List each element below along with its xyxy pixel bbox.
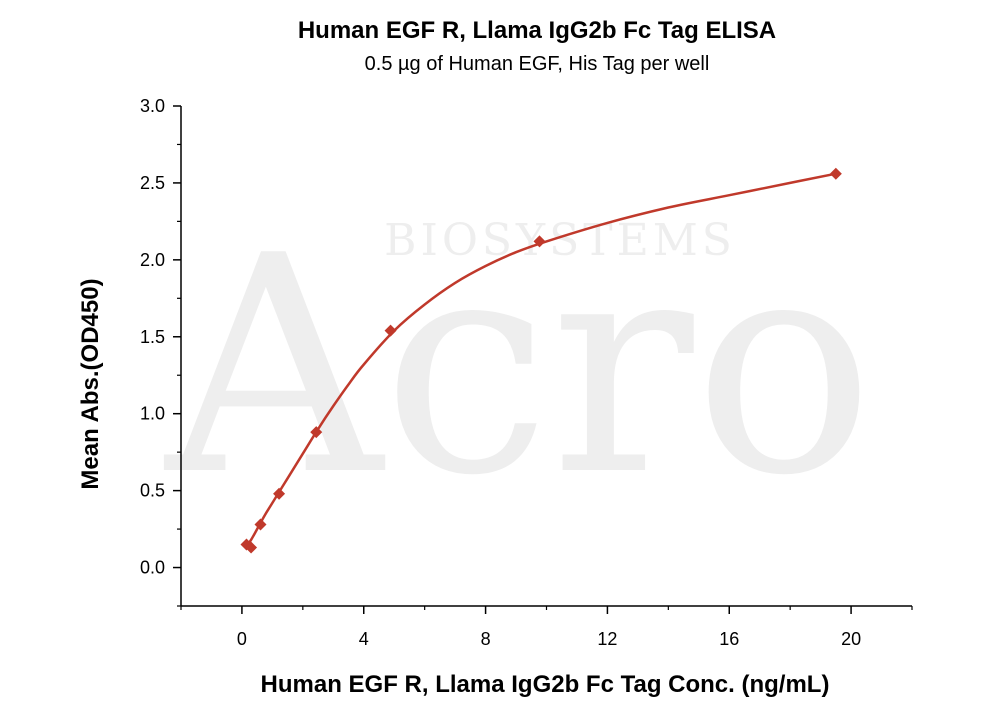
data-point-marker [245, 541, 258, 554]
data-point-marker [273, 487, 286, 500]
data-points [240, 167, 842, 554]
data-point-marker [533, 235, 546, 248]
data-point-marker [310, 426, 323, 439]
data-point-marker [829, 167, 842, 180]
y-tick-label: 2.5 [140, 173, 165, 193]
x-tick-label: 4 [359, 629, 369, 649]
y-tick-label: 1.5 [140, 327, 165, 347]
x-ticks: 0 4 8 12 16 20 [180, 606, 913, 649]
y-tick-label: 0.5 [140, 481, 165, 501]
watermark-logo: BIOSYSTEMS Acro [161, 192, 874, 541]
x-tick-label: 0 [237, 629, 247, 649]
x-axis-title: Human EGF R, Llama IgG2b Fc Tag Conc. (n… [261, 671, 830, 698]
watermark-logo-text: Acro [161, 192, 874, 541]
x-tick-label: 16 [719, 629, 739, 649]
y-axis-title: Mean Abs.(OD450) [77, 278, 104, 489]
y-tick-label: 1.0 [140, 404, 165, 424]
y-tick-label: 0.0 [140, 558, 165, 578]
chart-title: Human EGF R, Llama IgG2b Fc Tag ELISA [298, 17, 776, 44]
data-point-marker [254, 518, 267, 531]
watermark-brand-text: BIOSYSTEMS [384, 215, 736, 266]
y-tick-label: 3.0 [140, 96, 165, 116]
x-tick-label: 12 [597, 629, 617, 649]
fit-curve [245, 172, 837, 547]
x-tick-label: 8 [481, 629, 491, 649]
chart-subtitle: 0.5 µg of Human EGF, His Tag per well [365, 53, 710, 75]
data-point-marker [384, 324, 397, 337]
y-tick-label: 2.0 [140, 250, 165, 270]
x-tick-label: 20 [841, 629, 861, 649]
y-ticks: 0.0 0.5 1.0 1.5 2.0 2.5 3.0 [140, 96, 181, 607]
